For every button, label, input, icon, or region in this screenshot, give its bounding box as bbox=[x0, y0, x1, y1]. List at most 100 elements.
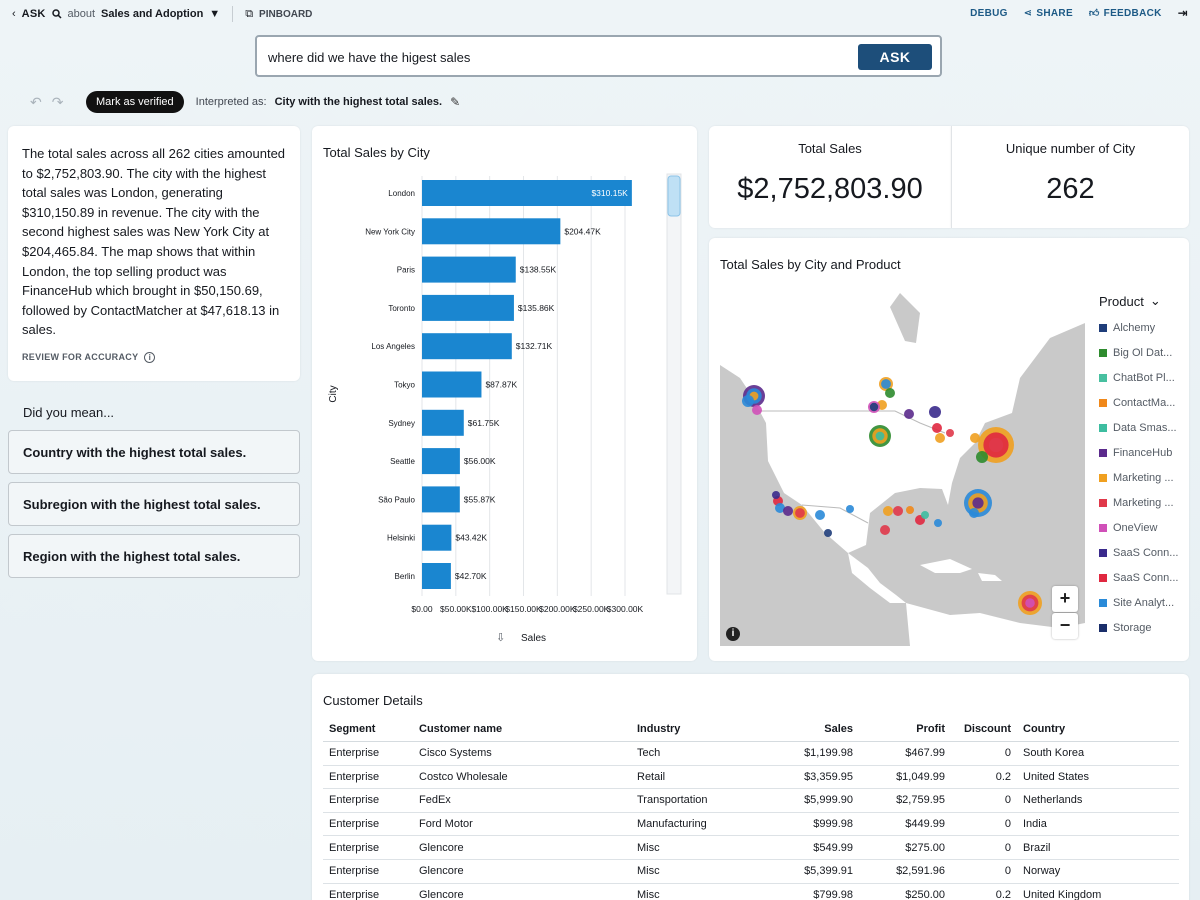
debug-link[interactable]: DEBUG bbox=[970, 8, 1008, 19]
cell-industry: Misc bbox=[631, 835, 741, 860]
cell-customer-name: Glencore bbox=[413, 883, 631, 900]
map-bubble[interactable] bbox=[795, 508, 805, 518]
map-bubble[interactable] bbox=[875, 431, 885, 441]
table-row[interactable]: Enterprise Costco Wholesale Retail $3,359.9… bbox=[323, 765, 1179, 790]
zoom-out-button[interactable]: − bbox=[1052, 613, 1078, 639]
scrollbar-thumb[interactable] bbox=[667, 175, 681, 217]
legend-item[interactable]: SaaS Conn... bbox=[1099, 565, 1185, 590]
topic-name[interactable]: Sales and Adoption bbox=[101, 8, 204, 20]
query-input[interactable]: where did we have the higest sales bbox=[268, 50, 471, 65]
legend-item[interactable]: ContactMa... bbox=[1099, 390, 1185, 415]
map-bubble[interactable] bbox=[1025, 598, 1035, 608]
x-axis-label: Sales bbox=[521, 633, 546, 644]
table-row[interactable]: Enterprise Glencore Misc $799.98 $250.00 0.2 U… bbox=[323, 883, 1179, 900]
feedback-button[interactable]: 👍︎ FEEDBACK bbox=[1089, 7, 1162, 20]
top-bar: ‹ ASK about Sales and Adoption ▼ ⧉ PINBO… bbox=[0, 0, 1200, 28]
cell-profit: $449.99 bbox=[859, 812, 951, 837]
map-bubble[interactable] bbox=[783, 506, 793, 516]
map-bubble[interactable] bbox=[929, 406, 941, 418]
map-bubble[interactable] bbox=[976, 451, 988, 463]
map-bubble[interactable] bbox=[932, 423, 942, 433]
data-label: $43.42K bbox=[455, 533, 487, 543]
col-segment[interactable]: Segment bbox=[323, 717, 413, 742]
col-discount[interactable]: Discount bbox=[951, 717, 1017, 742]
map-bubble[interactable] bbox=[881, 379, 891, 389]
suggestion-subregion[interactable]: Subregion with the highest total sales. bbox=[8, 482, 300, 526]
zoom-in-button[interactable]: + bbox=[1052, 586, 1078, 612]
data-label: $61.75K bbox=[468, 418, 500, 428]
legend-item[interactable]: FinanceHub bbox=[1099, 440, 1185, 465]
review-for-accuracy[interactable]: REVIEW FOR ACCURACY i bbox=[22, 351, 286, 363]
map-bubble[interactable] bbox=[883, 506, 893, 516]
legend-label: ContactMa... bbox=[1113, 396, 1176, 409]
map-bubble[interactable] bbox=[815, 510, 825, 520]
col-customer-name[interactable]: Customer name bbox=[413, 717, 631, 742]
map-bubble[interactable] bbox=[906, 506, 914, 514]
undo-icon[interactable]: ↶ bbox=[30, 93, 42, 110]
col-profit[interactable]: Profit bbox=[859, 717, 951, 742]
col-country[interactable]: Country bbox=[1017, 717, 1179, 742]
legend-item[interactable]: Marketing ... bbox=[1099, 465, 1185, 490]
caret-down-icon[interactable]: ▼ bbox=[209, 8, 221, 20]
map-view[interactable]: + − i bbox=[720, 283, 1085, 646]
map-bubble[interactable] bbox=[824, 529, 832, 537]
legend-item[interactable]: Big Ol Dat... bbox=[1099, 340, 1185, 365]
col-industry[interactable]: Industry bbox=[631, 717, 741, 742]
legend-item[interactable]: Data Smas... bbox=[1099, 415, 1185, 440]
map-bubble[interactable] bbox=[970, 433, 980, 443]
legend-title[interactable]: Product ⌄ bbox=[1099, 293, 1185, 309]
cell-sales: $5,399.91 bbox=[741, 859, 859, 884]
legend-item[interactable]: Marketing ... bbox=[1099, 490, 1185, 515]
data-label: $135.86K bbox=[518, 303, 555, 313]
suggestion-country[interactable]: Country with the highest total sales. bbox=[8, 430, 300, 474]
pinboard-link[interactable]: PINBOARD bbox=[259, 8, 313, 20]
map-bubble[interactable] bbox=[885, 388, 895, 398]
map-bubble[interactable] bbox=[934, 519, 942, 527]
legend-label: Storage bbox=[1113, 621, 1152, 634]
cell-segment: Enterprise bbox=[323, 835, 413, 860]
map-bubble[interactable] bbox=[772, 491, 780, 499]
map-bubble[interactable] bbox=[946, 429, 954, 437]
table-row[interactable]: Enterprise Glencore Misc $5,399.91 $2,591.96… bbox=[323, 859, 1179, 884]
legend-swatch bbox=[1099, 423, 1107, 432]
map-bubble[interactable] bbox=[969, 508, 979, 518]
legend-item[interactable]: ChatBot Pl... bbox=[1099, 365, 1185, 390]
ask-label[interactable]: ASK bbox=[21, 8, 46, 20]
legend-item[interactable]: Storage bbox=[1099, 615, 1185, 640]
map-info-icon[interactable]: i bbox=[726, 627, 740, 641]
chevron-left-icon[interactable]: ‹ bbox=[12, 8, 16, 20]
edit-icon[interactable]: ✎ bbox=[450, 95, 461, 109]
customer-table: Segment Customer name Industry Sales Pro… bbox=[323, 717, 1179, 900]
legend-item[interactable]: Alchemy bbox=[1099, 315, 1185, 340]
table-row[interactable]: Enterprise Glencore Misc $549.99 $275.00 0 Bra… bbox=[323, 835, 1179, 860]
map-bubble[interactable] bbox=[972, 497, 984, 509]
legend-label: ChatBot Pl... bbox=[1113, 371, 1175, 384]
share-button[interactable]: ⋖ SHARE bbox=[1024, 8, 1073, 19]
col-sales[interactable]: Sales bbox=[741, 717, 859, 742]
map-bubble[interactable] bbox=[921, 511, 929, 519]
map-bubble[interactable] bbox=[752, 405, 762, 415]
ask-button[interactable]: ASK bbox=[858, 44, 932, 70]
info-icon[interactable]: i bbox=[144, 351, 156, 363]
legend-item[interactable]: OneView bbox=[1099, 515, 1185, 540]
map-bubble[interactable] bbox=[880, 525, 890, 535]
table-row[interactable]: Enterprise Cisco Systems Tech $1,199.98 $467… bbox=[323, 741, 1179, 766]
map-bubble[interactable] bbox=[904, 409, 914, 419]
cell-customer-name: Costco Wholesale bbox=[413, 765, 631, 790]
map-bubble[interactable] bbox=[869, 402, 879, 412]
mark-verified-button[interactable]: Mark as verified bbox=[86, 91, 184, 113]
map-bubble[interactable] bbox=[742, 395, 754, 407]
redo-icon[interactable]: ↷ bbox=[51, 93, 64, 110]
map-bubble[interactable] bbox=[893, 506, 903, 516]
legend-item[interactable]: Site Analyt... bbox=[1099, 590, 1185, 615]
legend-item[interactable]: SaaS Conn... bbox=[1099, 540, 1185, 565]
map-bubble[interactable] bbox=[846, 505, 854, 513]
map-bubble[interactable] bbox=[775, 503, 785, 513]
collapse-panel-icon[interactable]: ⇥ bbox=[1177, 6, 1188, 20]
table-row[interactable]: Enterprise FedEx Transportation $5,999.90 $2… bbox=[323, 788, 1179, 813]
cell-country: Brazil bbox=[1017, 835, 1179, 860]
suggestion-region[interactable]: Region with the highest total sales. bbox=[8, 534, 300, 578]
table-row[interactable]: Enterprise Ford Motor Manufacturing $999.98… bbox=[323, 812, 1179, 837]
map-bubble[interactable] bbox=[988, 437, 1004, 453]
map-bubble[interactable] bbox=[935, 433, 945, 443]
